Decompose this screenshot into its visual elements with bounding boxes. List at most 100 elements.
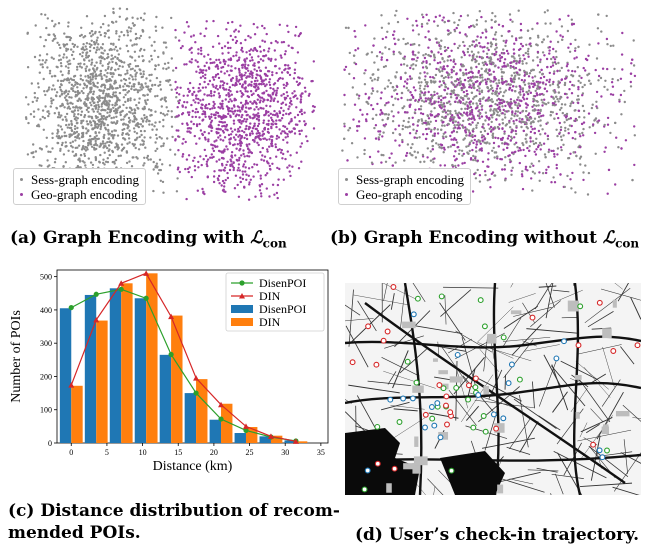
sess-point xyxy=(114,55,117,59)
sess-point xyxy=(108,108,111,111)
geo-point xyxy=(255,132,258,135)
sess-point xyxy=(102,158,105,161)
geo-point xyxy=(507,52,510,55)
sess-point xyxy=(145,115,148,119)
sess-point xyxy=(348,126,352,130)
geo-point xyxy=(286,150,289,153)
sess-point xyxy=(78,160,82,163)
sess-point xyxy=(131,22,135,25)
sess-point xyxy=(114,45,118,49)
sess-point xyxy=(479,76,482,79)
sess-point xyxy=(508,83,512,87)
geo-point xyxy=(197,86,200,90)
sess-point xyxy=(597,13,600,16)
geo-point xyxy=(606,116,610,120)
sess-point xyxy=(78,53,82,56)
geo-point xyxy=(242,163,246,166)
geo-point xyxy=(229,34,232,38)
geo-point xyxy=(395,92,399,96)
sess-point xyxy=(81,51,85,54)
geo-point xyxy=(213,106,216,110)
geo-point xyxy=(284,157,287,161)
sess-point xyxy=(495,82,498,85)
geo-point xyxy=(204,27,208,30)
sess-point xyxy=(70,129,74,133)
sess-point xyxy=(171,135,174,139)
sess-point xyxy=(140,133,143,137)
geo-point xyxy=(282,178,285,181)
sess-point xyxy=(82,91,85,95)
sess-point xyxy=(460,56,463,59)
sess-point xyxy=(94,104,98,107)
sess-point xyxy=(94,123,97,127)
geo-point xyxy=(250,130,254,133)
geo-point xyxy=(212,78,216,81)
geo-point xyxy=(388,156,391,160)
sess-point xyxy=(449,96,453,99)
geo-point xyxy=(286,166,289,169)
sess-point xyxy=(140,75,143,79)
geo-point xyxy=(237,119,240,122)
geo-point xyxy=(558,121,561,125)
sess-point xyxy=(165,67,168,71)
geo-point xyxy=(408,132,412,135)
geo-point xyxy=(271,73,274,77)
geo-point xyxy=(521,118,524,121)
geo-point xyxy=(262,92,265,95)
sess-point xyxy=(491,62,495,66)
street xyxy=(523,344,560,352)
geo-point xyxy=(258,101,262,104)
sess-point xyxy=(490,120,493,124)
geo-point xyxy=(396,98,400,101)
geo-point xyxy=(243,136,246,140)
geo-point xyxy=(539,76,543,80)
geo-point xyxy=(512,52,516,55)
geo-point xyxy=(297,167,301,170)
geo-point xyxy=(294,34,297,37)
sess-point xyxy=(125,161,129,165)
sess-point xyxy=(526,29,530,32)
sess-point xyxy=(30,82,33,85)
sess-point xyxy=(88,42,91,46)
geo-point xyxy=(242,149,245,152)
geo-point xyxy=(436,132,440,135)
geo-point xyxy=(442,65,445,69)
sess-point xyxy=(524,137,527,141)
sess-point xyxy=(491,100,494,104)
geo-point xyxy=(597,119,601,122)
geo-point xyxy=(271,144,274,148)
sess-point xyxy=(421,61,424,65)
sess-point xyxy=(127,133,130,137)
geo-point xyxy=(570,92,574,95)
geo-point xyxy=(235,133,238,136)
sess-point xyxy=(104,160,108,163)
geo-point xyxy=(209,123,212,126)
geo-point xyxy=(267,114,270,117)
geo-point xyxy=(258,45,262,48)
sess-point xyxy=(442,103,445,106)
geo-point xyxy=(464,33,467,36)
bar-disenpoi xyxy=(234,433,246,443)
sess-point xyxy=(575,119,578,122)
geo-point xyxy=(289,154,292,157)
sess-point xyxy=(71,87,74,90)
sess-point xyxy=(153,125,156,128)
sess-point xyxy=(50,102,53,105)
geo-point xyxy=(195,107,198,111)
sess-point xyxy=(85,65,89,68)
geo-point xyxy=(301,92,304,95)
sess-point xyxy=(469,78,472,82)
sess-point xyxy=(539,133,542,136)
sess-point xyxy=(588,79,591,83)
geo-point xyxy=(240,95,243,98)
geo-point xyxy=(542,114,545,117)
sess-point xyxy=(583,83,586,87)
geo-point xyxy=(455,72,458,75)
sess-point xyxy=(476,75,479,79)
sess-point xyxy=(151,83,154,87)
sess-point xyxy=(164,100,168,103)
sess-point xyxy=(395,71,398,74)
geo-point xyxy=(251,117,254,120)
geo-point xyxy=(228,168,232,172)
geo-point xyxy=(221,84,225,87)
